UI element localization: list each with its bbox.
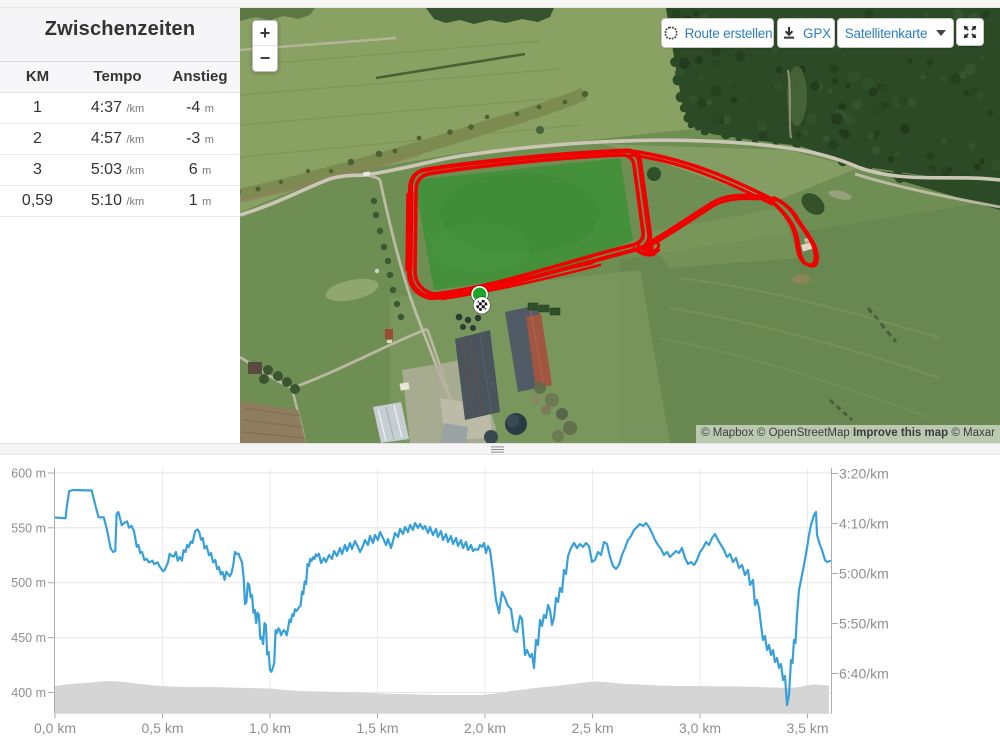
svg-text:0,5 km: 0,5 km bbox=[141, 720, 183, 736]
svg-text:4:10/km: 4:10/km bbox=[839, 516, 889, 532]
svg-text:2,5 km: 2,5 km bbox=[571, 720, 613, 736]
svg-text:550 m: 550 m bbox=[11, 521, 46, 535]
svg-text:400 m: 400 m bbox=[11, 686, 46, 700]
svg-text:5:00/km: 5:00/km bbox=[839, 566, 889, 582]
svg-text:3,0 km: 3,0 km bbox=[679, 720, 721, 736]
svg-text:2,0 km: 2,0 km bbox=[464, 720, 506, 736]
svg-text:1,0 km: 1,0 km bbox=[249, 720, 291, 736]
svg-text:450 m: 450 m bbox=[11, 631, 46, 645]
svg-text:600 m: 600 m bbox=[11, 467, 46, 481]
svg-text:3,5 km: 3,5 km bbox=[786, 720, 828, 736]
svg-text:6:40/km: 6:40/km bbox=[839, 666, 889, 682]
svg-text:500 m: 500 m bbox=[11, 576, 46, 590]
svg-text:5:50/km: 5:50/km bbox=[839, 616, 889, 632]
svg-text:0,0 km: 0,0 km bbox=[34, 720, 76, 736]
svg-text:3:20/km: 3:20/km bbox=[839, 466, 889, 482]
svg-text:1,5 km: 1,5 km bbox=[356, 720, 398, 736]
